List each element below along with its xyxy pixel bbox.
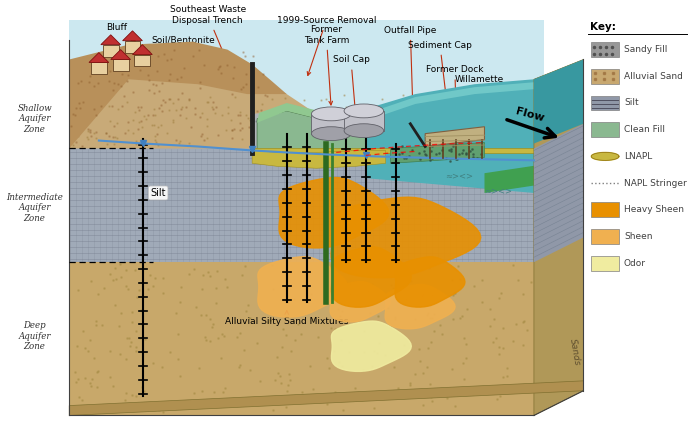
- Text: Intermediate
Aquifer
Zone: Intermediate Aquifer Zone: [6, 193, 63, 223]
- Text: Groundwater
Surface: Groundwater Surface: [144, 70, 211, 143]
- Text: Soil/Bentonite
Barrier Wall: Soil/Bentonite Barrier Wall: [151, 35, 248, 79]
- Text: 1999-Source Removal: 1999-Source Removal: [276, 16, 376, 75]
- Polygon shape: [257, 111, 534, 153]
- Text: Sheen: Sheen: [624, 232, 652, 241]
- Text: Alluvial Sand: Alluvial Sand: [624, 72, 682, 81]
- Text: Willamette
River: Willamette River: [455, 74, 504, 110]
- Text: Organoclay: Organoclay: [410, 100, 461, 141]
- Bar: [312, 114, 351, 134]
- Text: LNAPL: LNAPL: [288, 161, 323, 183]
- Text: Former
Tank Farm: Former Tank Farm: [304, 25, 349, 105]
- FancyBboxPatch shape: [592, 42, 619, 57]
- Polygon shape: [111, 50, 130, 59]
- Polygon shape: [534, 124, 583, 262]
- Polygon shape: [89, 53, 108, 62]
- Text: Alluvial Silty Sand Mixtures: Alluvial Silty Sand Mixtures: [225, 311, 349, 326]
- Text: Odor: Odor: [624, 259, 646, 268]
- Polygon shape: [258, 257, 348, 317]
- Text: Outfall Pipe: Outfall Pipe: [384, 26, 437, 119]
- FancyBboxPatch shape: [592, 256, 619, 271]
- Polygon shape: [366, 59, 583, 193]
- Text: Sheet Pile Barrier Wall: Sheet Pile Barrier Wall: [226, 183, 328, 203]
- Ellipse shape: [312, 127, 351, 140]
- Polygon shape: [122, 31, 142, 41]
- FancyBboxPatch shape: [592, 229, 619, 244]
- Polygon shape: [592, 153, 619, 161]
- Text: Key:: Key:: [590, 22, 616, 32]
- Text: Sands: Sands: [568, 337, 581, 366]
- Text: NAPL Stringer: NAPL Stringer: [624, 178, 687, 188]
- Polygon shape: [484, 158, 583, 193]
- Text: Clean Fill: Clean Fill: [624, 125, 665, 134]
- Polygon shape: [257, 103, 534, 145]
- Polygon shape: [395, 257, 465, 307]
- Polygon shape: [279, 178, 388, 248]
- Polygon shape: [252, 111, 534, 149]
- Polygon shape: [69, 64, 534, 149]
- Text: Soil Cap: Soil Cap: [332, 55, 370, 115]
- Text: Former Dock: Former Dock: [426, 65, 484, 130]
- Polygon shape: [534, 59, 583, 144]
- Polygon shape: [331, 247, 412, 307]
- Text: Silt: Silt: [150, 188, 166, 198]
- Polygon shape: [69, 262, 534, 415]
- Text: Sediment Cap: Sediment Cap: [408, 41, 472, 125]
- Text: Southeast Waste
Disposal Trench: Southeast Waste Disposal Trench: [169, 5, 246, 70]
- FancyBboxPatch shape: [592, 202, 619, 217]
- Text: Shallow
Aquifer
Zone: Shallow Aquifer Zone: [18, 104, 52, 134]
- Text: ≈><>: ≈><>: [484, 186, 512, 195]
- Polygon shape: [69, 20, 544, 396]
- Text: Deep
Aquifer
Zone: Deep Aquifer Zone: [18, 322, 51, 351]
- Polygon shape: [331, 321, 412, 372]
- Bar: [113, 59, 129, 71]
- Bar: [134, 54, 150, 66]
- FancyBboxPatch shape: [592, 122, 619, 137]
- Polygon shape: [69, 381, 583, 415]
- Polygon shape: [391, 143, 484, 163]
- Polygon shape: [534, 237, 583, 415]
- Bar: [91, 62, 107, 74]
- FancyBboxPatch shape: [592, 95, 619, 111]
- Polygon shape: [252, 149, 534, 153]
- Text: Sandy Fill: Sandy Fill: [624, 45, 667, 54]
- Polygon shape: [366, 64, 583, 121]
- Ellipse shape: [312, 107, 351, 121]
- FancyBboxPatch shape: [592, 69, 619, 84]
- Bar: [344, 111, 384, 131]
- Text: Heavy Sheen: Heavy Sheen: [624, 205, 684, 214]
- Ellipse shape: [344, 104, 384, 118]
- Ellipse shape: [344, 124, 384, 138]
- Polygon shape: [331, 197, 481, 278]
- Polygon shape: [101, 35, 120, 45]
- Polygon shape: [69, 149, 534, 262]
- Polygon shape: [425, 127, 484, 146]
- Text: ≈><>: ≈><>: [445, 171, 473, 180]
- Polygon shape: [252, 150, 386, 168]
- Polygon shape: [330, 281, 390, 322]
- Polygon shape: [385, 285, 455, 329]
- Polygon shape: [534, 124, 583, 262]
- Text: Flow: Flow: [514, 107, 545, 124]
- Text: Bluff: Bluff: [106, 23, 135, 41]
- Polygon shape: [69, 41, 287, 149]
- Polygon shape: [132, 45, 153, 54]
- Text: LNAPL: LNAPL: [624, 152, 652, 161]
- Bar: [103, 45, 119, 57]
- Polygon shape: [534, 59, 583, 415]
- Bar: [125, 41, 141, 53]
- Text: Silt: Silt: [624, 99, 638, 107]
